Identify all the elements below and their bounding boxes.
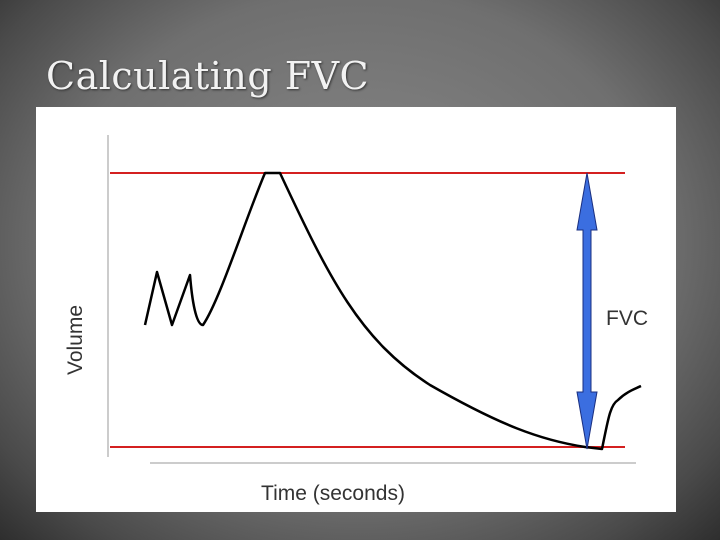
fvc-arrow (576, 172, 598, 450)
y-axis-label: Volume (64, 305, 87, 375)
fvc-label: FVC (606, 307, 648, 330)
slide-title: Calculating FVC (46, 54, 370, 98)
x-axis-label: Time (seconds) (261, 482, 405, 505)
volume-curve (143, 171, 642, 451)
